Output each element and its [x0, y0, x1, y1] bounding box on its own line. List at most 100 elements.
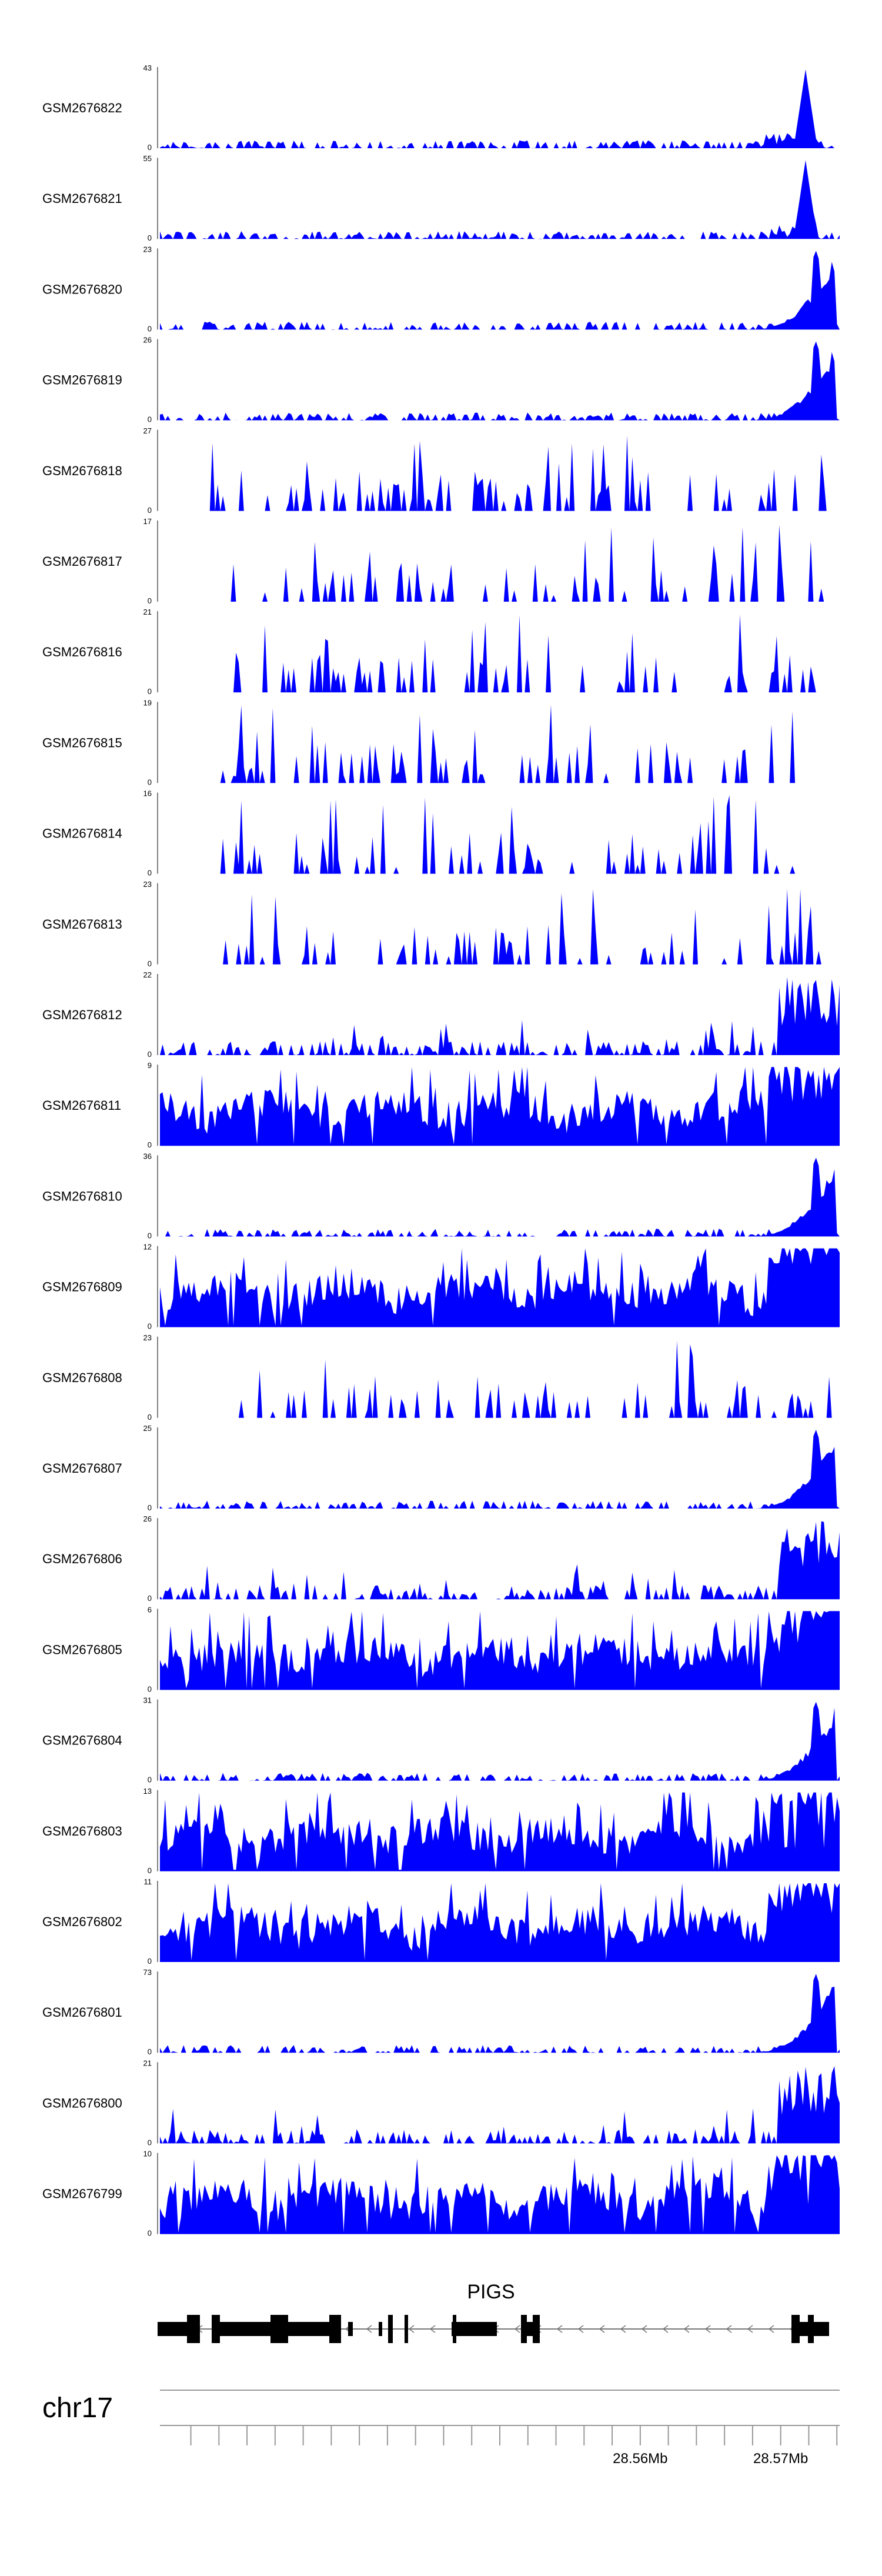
strand-arrow — [747, 2325, 753, 2333]
strand-arrow — [641, 2325, 647, 2333]
strand-arrow — [726, 2325, 732, 2333]
strand-arrow — [577, 2325, 584, 2333]
strand-arrow — [556, 2325, 563, 2333]
gene-exon — [329, 2315, 341, 2343]
gene-model: PIGS — [158, 2281, 829, 2343]
track-label: GSM2676816 — [42, 645, 122, 659]
coverage-area — [160, 69, 840, 148]
strand-arrow — [408, 2325, 415, 2333]
track-ymax-label: 23 — [143, 880, 152, 889]
gene-exon — [405, 2315, 408, 2343]
track-label: GSM2676812 — [42, 1007, 122, 1022]
track-ymax-label: 25 — [143, 1424, 152, 1433]
coverage-area — [160, 1611, 840, 1690]
track-ymin-label: 0 — [148, 1776, 152, 1784]
coverage-area — [160, 2155, 840, 2234]
gene-exon — [452, 2322, 497, 2336]
gene-exon — [388, 2315, 393, 2343]
coverage-area — [160, 1701, 840, 1781]
track-GSM2676820: GSM2676820 23 0 — [42, 245, 840, 333]
track-GSM2676807: GSM2676807 25 0 — [42, 1424, 840, 1512]
gene-exon — [522, 2322, 540, 2336]
track-ymin-label: 0 — [148, 1140, 152, 1149]
track-ymin-label: 0 — [148, 324, 152, 333]
track-label: GSM2676819 — [42, 373, 122, 388]
coverage-area — [160, 1067, 840, 1146]
strand-arrow — [704, 2325, 711, 2333]
track-ymax-label: 43 — [143, 64, 152, 72]
track-ymax-label: 26 — [143, 1514, 152, 1523]
gene-exon — [808, 2315, 814, 2343]
track-ymin-label: 0 — [148, 143, 152, 152]
track-GSM2676801: GSM2676801 73 0 — [42, 1968, 840, 2056]
track-label: GSM2676803 — [42, 1824, 122, 1838]
track-GSM2676821: GSM2676821 55 0 — [42, 154, 840, 242]
track-GSM2676799: GSM2676799 10 0 — [42, 2150, 840, 2238]
track-ymax-label: 11 — [144, 1877, 152, 1886]
gene-exon — [379, 2322, 382, 2336]
track-ymin-label: 0 — [148, 1050, 152, 1059]
track-ymin-label: 0 — [148, 1957, 152, 1966]
chromosome-label: chr17 — [42, 2393, 113, 2424]
coverage-area — [160, 1157, 840, 1237]
track-ymin-label: 0 — [148, 596, 152, 605]
track-ymax-label: 36 — [143, 1152, 152, 1160]
track-label: GSM2676821 — [42, 191, 122, 206]
track-label: GSM2676804 — [42, 1733, 122, 1748]
track-label: GSM2676809 — [42, 1280, 122, 1294]
track-GSM2676813: GSM2676813 23 0 — [42, 880, 840, 968]
track-label: GSM2676822 — [42, 101, 122, 115]
coverage-area — [160, 525, 840, 602]
track-ymax-label: 13 — [143, 1787, 152, 1796]
track-ymax-label: 27 — [143, 426, 152, 435]
track-ymin-label: 0 — [148, 1684, 152, 1693]
track-GSM2676810: GSM2676810 36 0 — [42, 1152, 840, 1240]
track-GSM2676818: GSM2676818 27 0 — [42, 426, 840, 515]
track-GSM2676809: GSM2676809 12 0 — [42, 1243, 840, 1331]
track-label: GSM2676800 — [42, 2095, 122, 2110]
track-GSM2676805: GSM2676805 6 0 — [42, 1605, 840, 1693]
coverage-area — [160, 705, 840, 783]
track-GSM2676802: GSM2676802 11 0 — [42, 1877, 840, 1966]
track-label: GSM2676814 — [42, 826, 122, 841]
track-GSM2676816: GSM2676816 21 0 — [42, 608, 840, 696]
track-ymax-label: 16 — [143, 789, 152, 798]
track-ymin-label: 0 — [148, 233, 152, 242]
coverage-area — [160, 160, 840, 239]
track-label: GSM2676811 — [42, 1098, 121, 1113]
track-ymax-label: 23 — [143, 1333, 152, 1342]
track-label: GSM2676818 — [42, 463, 122, 478]
track-ymin-label: 0 — [148, 1413, 152, 1422]
track-GSM2676803: GSM2676803 13 0 — [42, 1787, 840, 1875]
track-ymin-label: 0 — [148, 2229, 152, 2238]
track-GSM2676817: GSM2676817 17 0 — [42, 517, 840, 605]
gene-exon — [158, 2322, 188, 2336]
track-ymax-label: 22 — [143, 970, 152, 979]
track-GSM2676804: GSM2676804 31 0 — [42, 1696, 840, 1784]
gene-exon — [187, 2315, 200, 2343]
track-label: GSM2676802 — [42, 1914, 122, 1929]
strand-arrow — [366, 2325, 372, 2333]
track-GSM2676822: GSM2676822 43 0 — [42, 64, 840, 152]
track-ymax-label: 26 — [143, 336, 152, 345]
track-ymax-label: 23 — [143, 245, 152, 253]
track-label: GSM2676810 — [42, 1189, 122, 1203]
strand-arrow — [662, 2325, 669, 2333]
track-ymax-label: 21 — [143, 2058, 152, 2067]
track-ymax-label: 19 — [143, 698, 152, 707]
strand-arrow — [768, 2325, 774, 2333]
axis-tick-label: 28.56Mb — [613, 2451, 667, 2467]
track-label: GSM2676815 — [42, 735, 122, 750]
track-ymin-label: 0 — [148, 687, 152, 696]
track-ymin-label: 0 — [148, 869, 152, 877]
track-ymin-label: 0 — [148, 2047, 152, 2056]
coverage-area — [160, 889, 840, 965]
track-GSM2676814: GSM2676814 16 0 — [42, 789, 840, 877]
track-label: GSM2676805 — [42, 1642, 122, 1657]
strand-arrow — [683, 2325, 690, 2333]
strand-arrow — [514, 2325, 520, 2333]
track-GSM2676808: GSM2676808 23 0 — [42, 1333, 840, 1422]
track-ymax-label: 31 — [143, 1696, 152, 1705]
gene-exon — [453, 2315, 456, 2343]
